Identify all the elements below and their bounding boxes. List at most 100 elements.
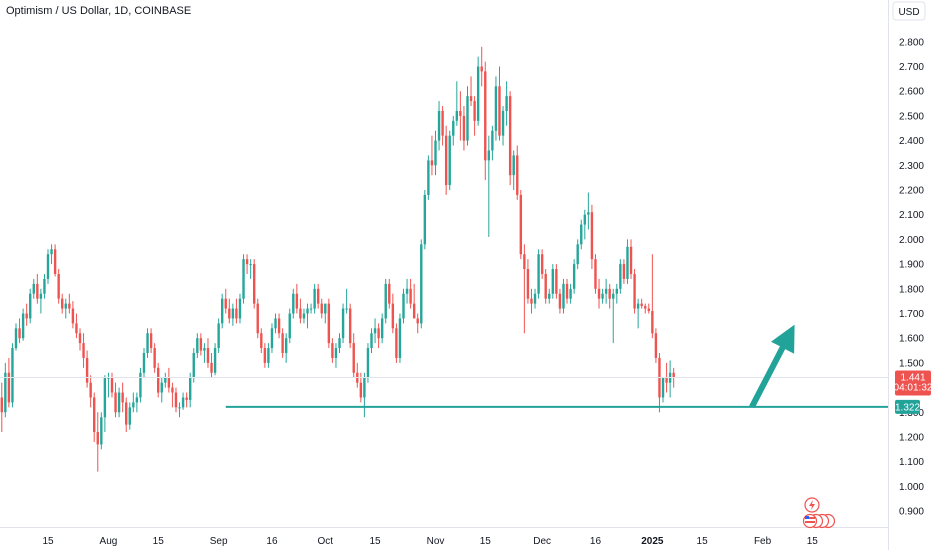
price-badges: 1.441 04:01:32 1.322 [894, 370, 932, 414]
candle-body [189, 377, 192, 400]
candle-body [199, 338, 203, 351]
candle-body [590, 212, 594, 260]
candle-body [402, 293, 405, 319]
candle-body [21, 313, 25, 339]
price-tick-label: 1.200 [899, 433, 924, 444]
price-tick-label: 2.300 [899, 161, 924, 172]
candle-body [121, 392, 124, 403]
time-tick-label: 15 [480, 536, 492, 547]
currency-button[interactable]: USD [892, 1, 926, 21]
candle-body [299, 308, 302, 319]
candle-body [548, 293, 551, 299]
candle-body [61, 298, 64, 309]
candle-body [217, 323, 220, 349]
candle-body [139, 372, 142, 398]
candle-body [93, 397, 96, 433]
time-axis[interactable]: 15 Aug 15 Sep 16 Oct 15 Nov 15 Dec 16 2025 15 Feb 15 [42, 536, 818, 547]
candle-body [263, 348, 267, 363]
candle-body [437, 110, 441, 141]
us-flag-events-icon[interactable] [802, 513, 836, 529]
candle-body [25, 313, 28, 319]
currency-label[interactable]: USD [898, 7, 919, 18]
candle-body [203, 348, 206, 351]
candle-body [459, 110, 462, 116]
bar-countdown: 04:01:32 [894, 383, 932, 394]
candle-body [57, 273, 60, 299]
candle-body [7, 372, 11, 403]
candle-body [313, 288, 316, 309]
candle-body [75, 323, 78, 334]
candle-body [373, 328, 377, 334]
candle-body [412, 303, 416, 319]
time-tick-label: 15 [369, 536, 381, 547]
candle-body [661, 377, 665, 398]
candle-body [434, 140, 437, 166]
candle-body [619, 264, 622, 289]
candle-body [565, 283, 569, 299]
candle-body [494, 86, 498, 131]
candle-body [274, 318, 277, 329]
candle-body [597, 288, 601, 299]
candle-body [398, 318, 402, 358]
candle-body [309, 308, 313, 310]
candle-body [569, 288, 572, 299]
price-tick-label: 1.100 [899, 457, 924, 468]
candle-body [224, 298, 227, 309]
candle-body [220, 298, 224, 324]
candle-body [615, 288, 618, 294]
candle-body [18, 328, 21, 339]
candle-body [466, 96, 469, 141]
candle-body [85, 357, 89, 383]
candle-body [82, 343, 85, 358]
candle-body [612, 293, 615, 299]
candle-body [277, 318, 281, 334]
candle-body [39, 293, 43, 299]
candle-body [210, 362, 213, 373]
candle-body [4, 372, 7, 413]
price-tick-label: 2.800 [899, 37, 924, 48]
candle-body [245, 259, 249, 265]
candle-body [146, 333, 149, 354]
lightning-icon[interactable] [804, 497, 820, 513]
currency-button-frame[interactable] [892, 1, 926, 21]
candle-body [178, 407, 181, 409]
price-axis[interactable]: 0.9001.0001.1001.2001.3001.4001.5001.600… [899, 37, 924, 517]
candle-body [132, 402, 135, 408]
candle-body [249, 264, 252, 266]
time-tick-label: Feb [754, 536, 772, 547]
candle-body [334, 348, 338, 358]
candle-body [270, 328, 274, 349]
candle-body [366, 348, 370, 378]
candle-body [302, 313, 306, 319]
candle-body [629, 246, 633, 274]
candle-body [455, 110, 459, 121]
candle-body [160, 382, 163, 393]
candle-body [256, 303, 259, 334]
price-tick-label: 2.000 [899, 235, 924, 246]
candle-body [281, 333, 284, 354]
candle-body [252, 264, 256, 304]
candle-body [498, 86, 501, 136]
candle-body [654, 333, 658, 358]
candle-body [587, 212, 590, 215]
candle-body [473, 101, 476, 121]
candle-body [452, 120, 455, 136]
candle-body [377, 328, 380, 339]
candle-body [363, 377, 366, 398]
candle-body [196, 338, 199, 354]
events-icons[interactable] [802, 497, 836, 529]
candle-body [370, 333, 373, 349]
time-tick-label: 15 [697, 536, 709, 547]
candle-body [636, 303, 640, 309]
candle-body [331, 343, 334, 358]
time-tick-label: Dec [533, 536, 551, 547]
support-price-value: 1.322 [895, 402, 920, 413]
candle-body [430, 160, 434, 166]
candle-body [316, 288, 320, 304]
candle-body [533, 293, 537, 304]
candle-body [519, 194, 523, 255]
candle-body [665, 377, 668, 383]
